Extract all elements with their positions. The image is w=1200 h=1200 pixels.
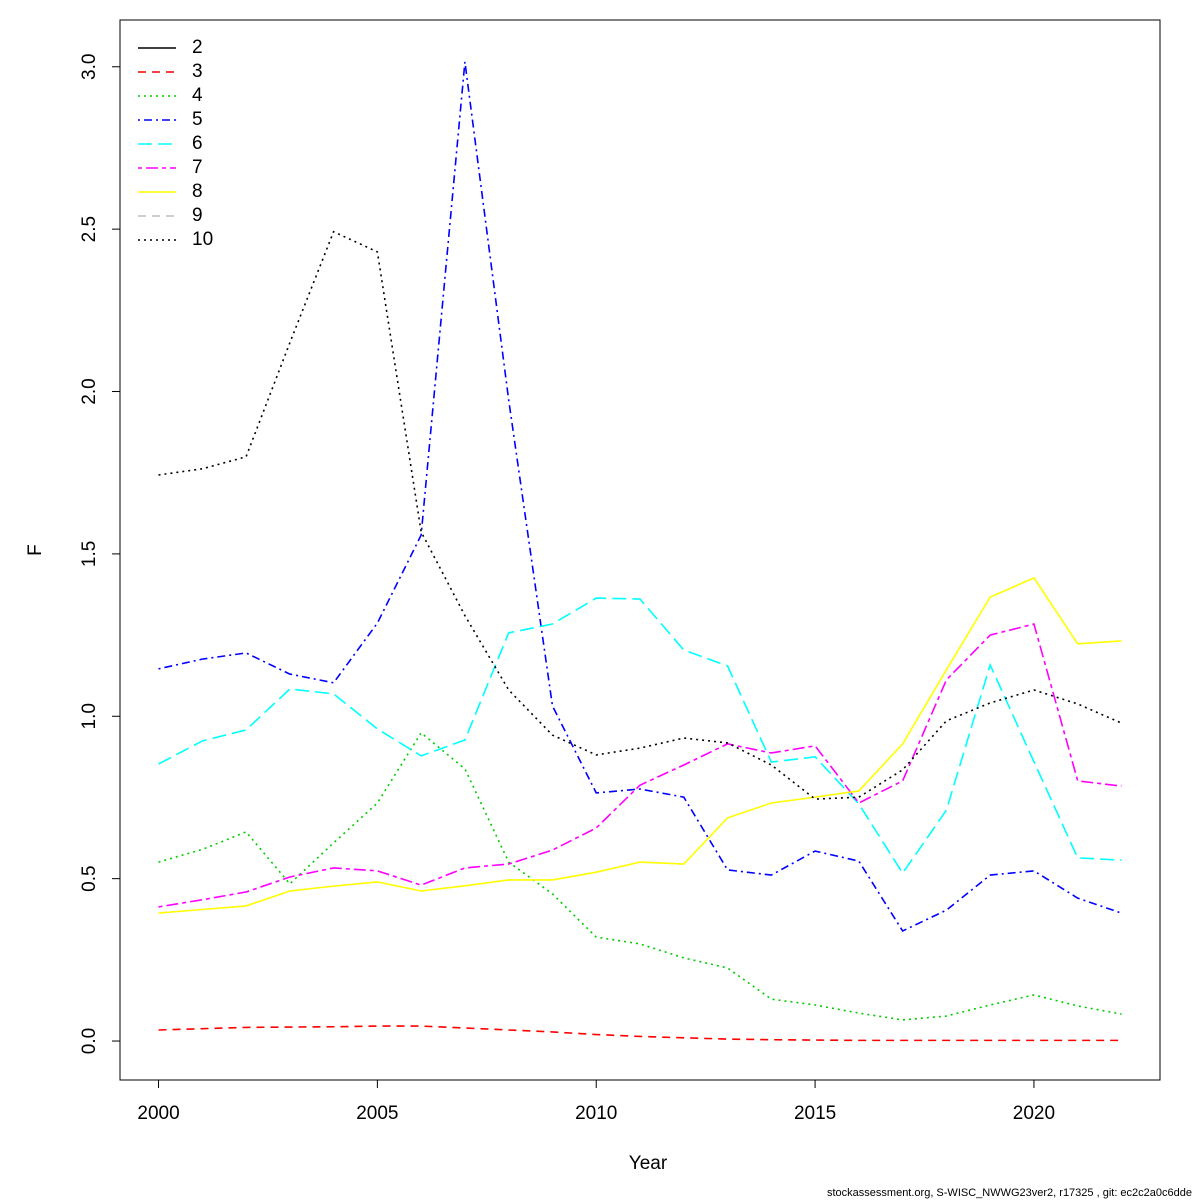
series-line: [158, 230, 1122, 800]
y-tick-label: 1.5: [79, 541, 100, 567]
x-tick-label: 2000: [137, 1103, 179, 1124]
y-tick-label: 0.5: [79, 865, 100, 891]
x-tick-label: 2015: [794, 1103, 836, 1124]
series-line: [158, 1025, 1122, 1042]
y-tick-label: 0.0: [79, 1028, 100, 1054]
legend-label: 10: [192, 229, 213, 250]
x-tick-label: 2020: [1013, 1103, 1055, 1124]
series-line: [158, 623, 1122, 908]
y-axis-label: F: [25, 544, 46, 556]
legend-label: 3: [192, 61, 203, 82]
legend-label: 9: [192, 205, 203, 226]
footnote: stockassessment.org, S-WISC_NWWG23ver2, …: [827, 1187, 1192, 1199]
legend-label: 4: [192, 85, 203, 106]
plot-box: [119, 19, 1161, 1081]
x-tick-label: 2005: [356, 1103, 398, 1124]
x-tick-label: 2010: [575, 1103, 617, 1124]
y-tick-label: 1.0: [79, 703, 100, 729]
legend-label: 6: [192, 133, 203, 154]
legend-label: 2: [192, 37, 203, 58]
y-tick-label: 2.0: [79, 378, 100, 404]
series-line: [158, 61, 1122, 932]
x-axis-label: Year: [629, 1153, 668, 1174]
series-line: [158, 576, 1122, 914]
y-tick-label: 2.5: [79, 216, 100, 242]
y-tick-label: 3.0: [79, 54, 100, 80]
series-line: [158, 597, 1122, 875]
legend-label: 7: [192, 157, 203, 178]
legend-label: 5: [192, 109, 203, 130]
legend-label: 8: [192, 181, 203, 202]
